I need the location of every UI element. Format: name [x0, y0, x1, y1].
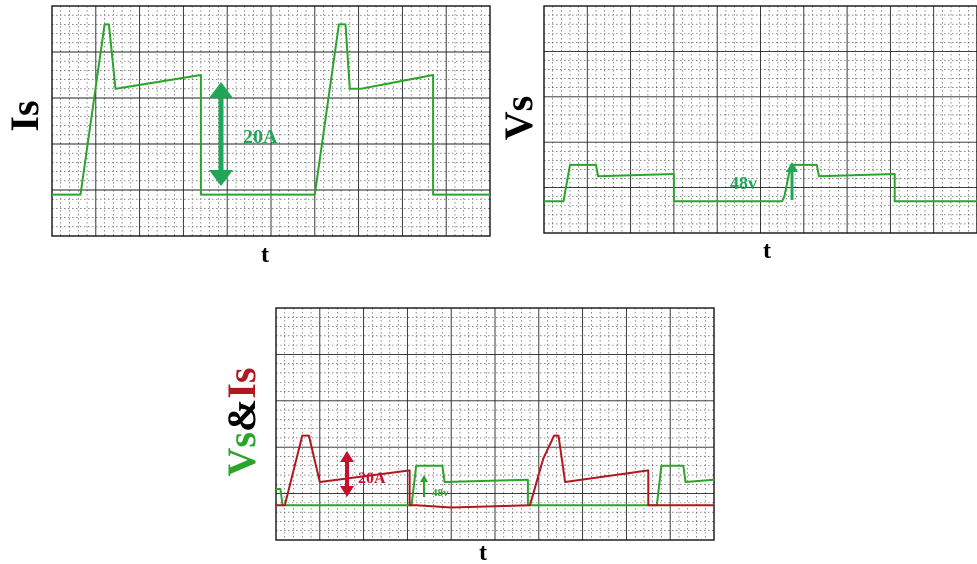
chart-is-series-line-0 [52, 23, 490, 196]
chart-vs-ylabel: Vs [496, 96, 541, 140]
chart-vs-is-series-line-0 [276, 464, 715, 507]
ylabel-part-amp: & [219, 399, 264, 432]
chart-vs-is-annotation-48v: 48v [432, 487, 449, 499]
chart-vs-grid [543, 5, 977, 234]
chart-vs-frame [543, 5, 977, 234]
chart-vs-series-line-0 [544, 163, 977, 203]
chart-is: Is t 20A [2, 5, 491, 268]
chart-vs-is-series-line-1 [276, 434, 714, 509]
chart-is-ylabel: Is [2, 100, 47, 131]
chart-is-arrow [209, 82, 233, 186]
chart-vs-xlabel: t [763, 238, 771, 264]
chart-vs: Vs t 48v [496, 5, 977, 264]
chart-vs-is-xlabel: t [479, 540, 487, 564]
chart-vs-annotation-48v: 48v [730, 173, 757, 193]
chart-vs-is-arrow-20a [340, 451, 354, 497]
chart-is-series [52, 23, 490, 196]
chart-vs-series [544, 163, 977, 203]
ylabel-part-is: Is [219, 368, 264, 399]
chart-is-annotation-20a: 20A [243, 126, 278, 148]
chart-vs-is-annotation-20a: 20A [358, 470, 386, 487]
chart-vs-is-grid [275, 307, 715, 541]
chart-vs-is-ylabel: Vs&Is [219, 368, 264, 477]
chart-is-grid [51, 5, 491, 237]
chart-is-xlabel: t [261, 242, 269, 268]
chart-is-frame [51, 5, 491, 237]
ylabel-part-vs: Vs [219, 432, 264, 476]
chart-vs-is: Vs&Is t 20A 48v [219, 307, 715, 564]
chart-vs-arrow [786, 162, 798, 200]
chart-vs-is-series [276, 434, 715, 509]
chart-vs-is-arrow-48v [420, 475, 428, 497]
chart-vs-is-frame [275, 307, 715, 541]
